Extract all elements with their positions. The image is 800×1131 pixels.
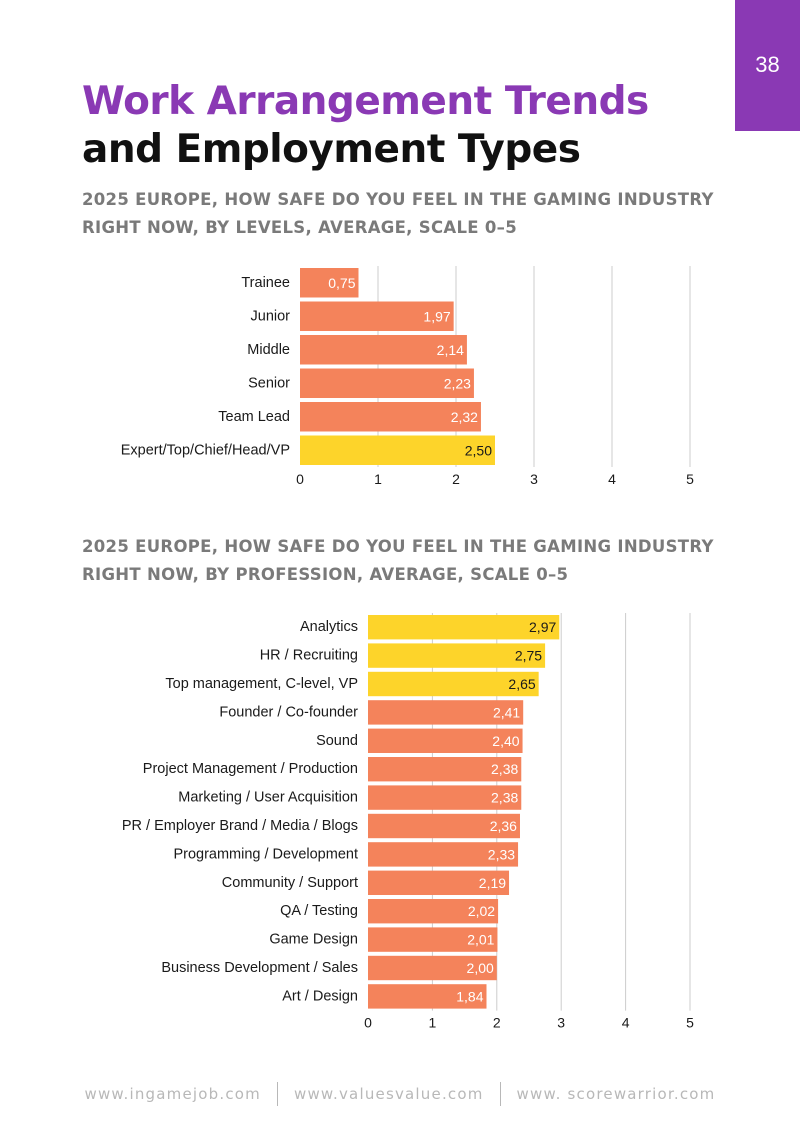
profession-tick-label: 0	[364, 1015, 372, 1031]
levels-value-label: 2,14	[437, 342, 464, 358]
levels-category-label: Middle	[247, 342, 290, 358]
levels-bar	[300, 268, 359, 298]
profession-bar	[368, 615, 560, 640]
footer-link-scorewarrior[interactable]: www. scorewarrior.com	[516, 1085, 716, 1103]
profession-tick-label: 2	[493, 1015, 501, 1031]
levels-tick-label: 0	[296, 471, 304, 487]
page-title-line2: and Employment Types	[82, 127, 581, 172]
profession-value-label: 2,19	[479, 875, 506, 891]
levels-value-label: 2,50	[465, 442, 492, 458]
chart2-title-line2: RIGHT NOW, BY PROFESSION, AVERAGE, SCALE…	[82, 565, 569, 584]
profession-bar	[368, 671, 539, 697]
levels-category-label: Trainee	[241, 275, 290, 291]
profession-bar	[368, 984, 487, 1009]
profession-bar	[368, 899, 499, 924]
profession-bar	[368, 728, 523, 753]
profession-bar	[368, 757, 522, 782]
profession-bar	[368, 842, 519, 867]
footer-divider	[499, 1082, 501, 1106]
levels-value-label: 2,32	[451, 409, 478, 425]
levels-bar	[300, 335, 467, 365]
chart-levels: Trainee 0,75 Junior 1,97 Middle 2,14 Senior 2,2…	[121, 266, 694, 487]
levels-category-label: Junior	[251, 308, 291, 324]
footer-link-ingamejob[interactable]: www.ingamejob.com	[84, 1085, 261, 1103]
profession-category-label: Community / Support	[222, 875, 358, 891]
levels-tick-label: 5	[686, 471, 694, 487]
page-title: Work Arrangement Trends and Employment T…	[82, 78, 649, 174]
profession-value-label: 1,84	[456, 988, 483, 1004]
profession-category-label: Business Development / Sales	[161, 960, 358, 976]
profession-category-label: QA / Testing	[280, 903, 358, 919]
profession-value-label: 2,01	[467, 932, 494, 948]
levels-value-label: 1,97	[423, 308, 450, 324]
levels-category-label: Senior	[248, 375, 290, 391]
levels-bar	[300, 368, 474, 398]
profession-value-label: 2,40	[492, 733, 519, 749]
chart1-title: 2025 EUROPE, HOW SAFE DO YOU FEEL IN THE…	[82, 186, 722, 242]
levels-tick-label: 3	[530, 471, 538, 487]
levels-category-label: Team Lead	[218, 409, 290, 425]
footer: www.ingamejob.com www.valuesvalue.com ww…	[0, 1081, 800, 1107]
profession-tick-label: 4	[622, 1015, 630, 1031]
chart2-title-line1: 2025 EUROPE, HOW SAFE DO YOU FEEL IN THE…	[82, 537, 714, 556]
profession-category-label: Founder / Co-founder	[219, 704, 358, 720]
profession-bar	[368, 643, 546, 668]
levels-category-label: Expert/Top/Chief/Head/VP	[121, 442, 290, 458]
profession-value-label: 2,33	[488, 846, 515, 862]
levels-value-label: 0,75	[328, 275, 355, 291]
profession-bar	[368, 927, 498, 952]
profession-tick-label: 1	[429, 1015, 437, 1031]
page-title-line1: Work Arrangement Trends	[82, 79, 649, 124]
page-number-badge: 38	[735, 0, 800, 131]
levels-bar	[300, 435, 495, 465]
profession-bar	[368, 813, 520, 839]
profession-category-label: Project Management / Production	[143, 761, 358, 777]
footer-divider	[276, 1082, 278, 1106]
profession-bar	[368, 955, 497, 981]
page-number: 38	[755, 52, 780, 77]
profession-value-label: 2,41	[493, 704, 520, 720]
levels-value-label: 2,23	[444, 375, 471, 391]
profession-value-label: 2,65	[508, 676, 535, 692]
chart1-title-line1: 2025 EUROPE, HOW SAFE DO YOU FEEL IN THE…	[82, 190, 714, 209]
profession-tick-label: 3	[557, 1015, 565, 1031]
footer-link-valuesvalue[interactable]: www.valuesvalue.com	[293, 1085, 484, 1103]
profession-tick-label: 5	[686, 1015, 694, 1031]
profession-value-label: 2,97	[529, 619, 556, 635]
levels-bar	[300, 301, 454, 331]
profession-category-label: PR / Employer Brand / Media / Blogs	[122, 818, 358, 834]
profession-bar	[368, 870, 510, 895]
profession-category-label: Art / Design	[282, 988, 358, 1004]
levels-tick-label: 4	[608, 471, 616, 487]
profession-category-label: Programming / Development	[173, 846, 358, 862]
profession-value-label: 2,38	[491, 790, 518, 806]
profession-category-label: Game Design	[269, 932, 358, 948]
chart1-title-line2: RIGHT NOW, BY LEVELS, AVERAGE, SCALE 0–5	[82, 218, 517, 237]
chart2-title: 2025 EUROPE, HOW SAFE DO YOU FEEL IN THE…	[82, 533, 722, 589]
profession-category-label: Sound	[316, 733, 358, 749]
levels-bar	[300, 402, 481, 432]
profession-category-label: Analytics	[300, 619, 358, 635]
profession-category-label: HR / Recruiting	[260, 648, 358, 664]
profession-bar	[368, 785, 522, 810]
profession-value-label: 2,36	[490, 818, 517, 834]
levels-tick-label: 1	[374, 471, 382, 487]
levels-tick-label: 2	[452, 471, 460, 487]
chart-profession: Analytics 2,97 HR / Recruiting 2,75 Top mana…	[122, 613, 694, 1031]
profession-category-label: Marketing / User Acquisition	[178, 790, 358, 806]
profession-category-label: Top management, C-level, VP	[165, 676, 358, 692]
profession-bar	[368, 700, 524, 725]
profession-value-label: 2,75	[515, 648, 542, 664]
profession-value-label: 2,00	[467, 960, 494, 976]
profession-value-label: 2,02	[468, 903, 495, 919]
profession-value-label: 2,38	[491, 761, 518, 777]
